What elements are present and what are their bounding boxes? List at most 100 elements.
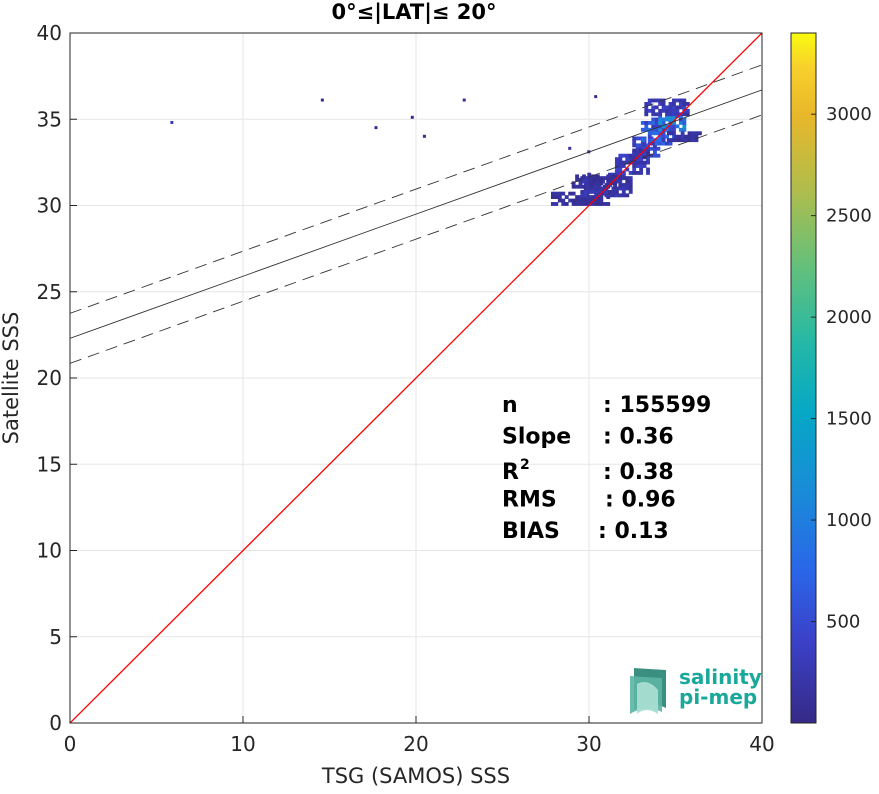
density-cell	[653, 146, 657, 151]
x-axis-ticks: 0 10 20 30 40	[64, 716, 775, 756]
density-cell	[646, 160, 650, 165]
density-cell	[599, 202, 604, 206]
y-tick-label: 35	[37, 107, 62, 131]
density-cell	[654, 112, 659, 117]
density-cell	[561, 191, 566, 196]
density-cell	[654, 141, 659, 146]
density-cell	[647, 108, 652, 113]
density-cell	[625, 193, 630, 198]
density-cell	[550, 195, 555, 199]
density-cell	[585, 181, 590, 186]
upper-band-line	[70, 64, 762, 314]
density-cell	[678, 105, 683, 110]
density-cell	[680, 131, 685, 136]
density-cell	[557, 191, 562, 196]
density-cell	[661, 141, 666, 146]
colorbar-ticks: 500 1000 1500 2000 2500 3000	[811, 104, 872, 633]
density-cell	[590, 189, 595, 194]
density-cell	[647, 138, 652, 143]
density-cell	[635, 164, 640, 168]
density-cell	[661, 102, 666, 106]
density-cell	[684, 134, 689, 139]
salinity-pi-mep-logo: salinity pi-mep	[630, 665, 762, 714]
density-cell	[668, 124, 673, 129]
density-cell	[658, 138, 663, 143]
density-cell	[665, 112, 669, 117]
stat-superscript: 2	[520, 457, 530, 473]
density-cell	[632, 167, 637, 172]
density-cell	[654, 105, 659, 110]
density-cell	[583, 193, 588, 198]
density-cell	[661, 127, 666, 132]
stat-label: n	[502, 393, 518, 418]
density-cell	[550, 202, 555, 206]
fit-line	[70, 89, 762, 339]
density-cell	[647, 98, 652, 103]
density-cell	[618, 171, 623, 175]
density-cell	[658, 141, 663, 146]
density-cell	[595, 184, 600, 189]
density-cell	[694, 138, 699, 143]
density-cell	[658, 102, 663, 106]
density-cell	[658, 120, 663, 125]
density-point	[410, 115, 414, 119]
stat-value: : 0.13	[598, 519, 669, 544]
density-cell	[656, 146, 661, 151]
density-point	[320, 98, 324, 102]
density-cell	[582, 198, 586, 203]
density-cell	[656, 153, 661, 158]
density-cell	[672, 112, 676, 117]
density-cell	[575, 184, 580, 189]
density-cell	[589, 195, 593, 199]
density-cell	[625, 153, 630, 158]
density-cell	[654, 138, 659, 143]
density-cell	[564, 202, 569, 206]
density-cell	[635, 148, 640, 153]
density-cell	[564, 195, 569, 199]
density-cell	[684, 138, 689, 143]
density-cell	[602, 184, 607, 189]
density-cell	[618, 176, 623, 181]
density-cell	[646, 148, 650, 153]
density-cell	[635, 136, 640, 141]
density-cell	[582, 174, 586, 179]
x-tick-label: 40	[749, 732, 774, 756]
density-cell	[592, 181, 597, 186]
density-cell	[621, 160, 626, 165]
density-cell	[678, 102, 683, 106]
y-tick-label: 0	[49, 711, 62, 735]
y-axis-ticks: 0 5 10 15 20 25 30 35 40	[37, 21, 77, 735]
density-cell	[639, 171, 644, 175]
density-cell	[694, 131, 699, 136]
density-cell	[628, 176, 633, 181]
stat-value: : 0.36	[603, 425, 674, 450]
density-cell	[651, 120, 656, 125]
density-cell	[658, 131, 663, 136]
density-cell	[661, 117, 666, 122]
density-cell	[651, 98, 656, 103]
density-cell	[651, 138, 656, 143]
density-cell	[642, 164, 647, 168]
colorbar-tick-label: 500	[826, 612, 860, 633]
density-cell	[618, 167, 623, 172]
density-cell	[608, 193, 612, 198]
density-cell	[595, 174, 600, 179]
density-cell	[580, 193, 585, 198]
density-cell	[647, 102, 652, 106]
density-cell	[668, 127, 673, 132]
density-cell	[578, 184, 583, 189]
density-cell	[582, 202, 586, 206]
density-cell	[665, 124, 669, 129]
density-cell	[646, 167, 650, 172]
density-cell	[661, 120, 666, 125]
density-cell	[554, 191, 559, 196]
density-cell	[677, 138, 682, 143]
density-cell	[606, 181, 611, 186]
y-axis-label: Satellite SSS	[0, 312, 23, 445]
density-point	[568, 146, 572, 150]
density-cell	[589, 198, 593, 203]
colorbar-tick-label: 2000	[826, 307, 872, 328]
density-cell	[661, 108, 666, 113]
density-cell	[672, 120, 676, 125]
density-cell	[613, 174, 618, 179]
